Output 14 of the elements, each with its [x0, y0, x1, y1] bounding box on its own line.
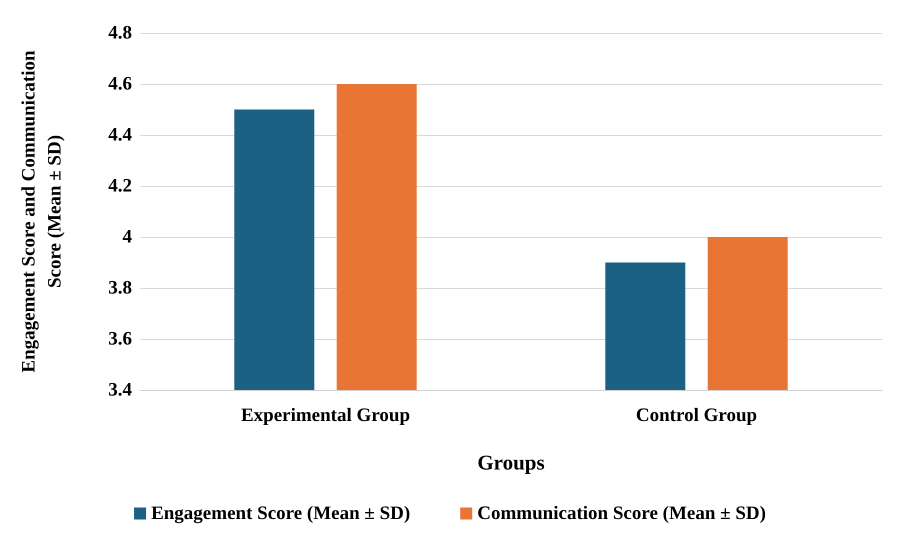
- x-tick-label: Experimental Group: [240, 405, 410, 426]
- y-tick-label: 3.8: [108, 278, 132, 298]
- y-tick-label: 3.4: [108, 380, 132, 400]
- y-tick-label: 4: [122, 226, 132, 248]
- y-tick-label: 4.4: [108, 124, 132, 146]
- legend-label: Engagement Score (Mean ± SD): [151, 503, 410, 524]
- y-tick-label: 3.6: [108, 328, 132, 350]
- legend-label: Communication Score (Mean ± SD): [477, 503, 766, 524]
- y-axis-title: Engagement Score and Communication Score (Mean ± SD): [18, 50, 66, 373]
- x-tick-label: Control Group: [636, 405, 758, 426]
- y-tick-label: 4.8: [108, 22, 132, 44]
- x-axis-title: Groups: [477, 450, 545, 474]
- y-tick-label: 4.2: [108, 176, 132, 196]
- y-tick-label: 4.6: [108, 74, 132, 94]
